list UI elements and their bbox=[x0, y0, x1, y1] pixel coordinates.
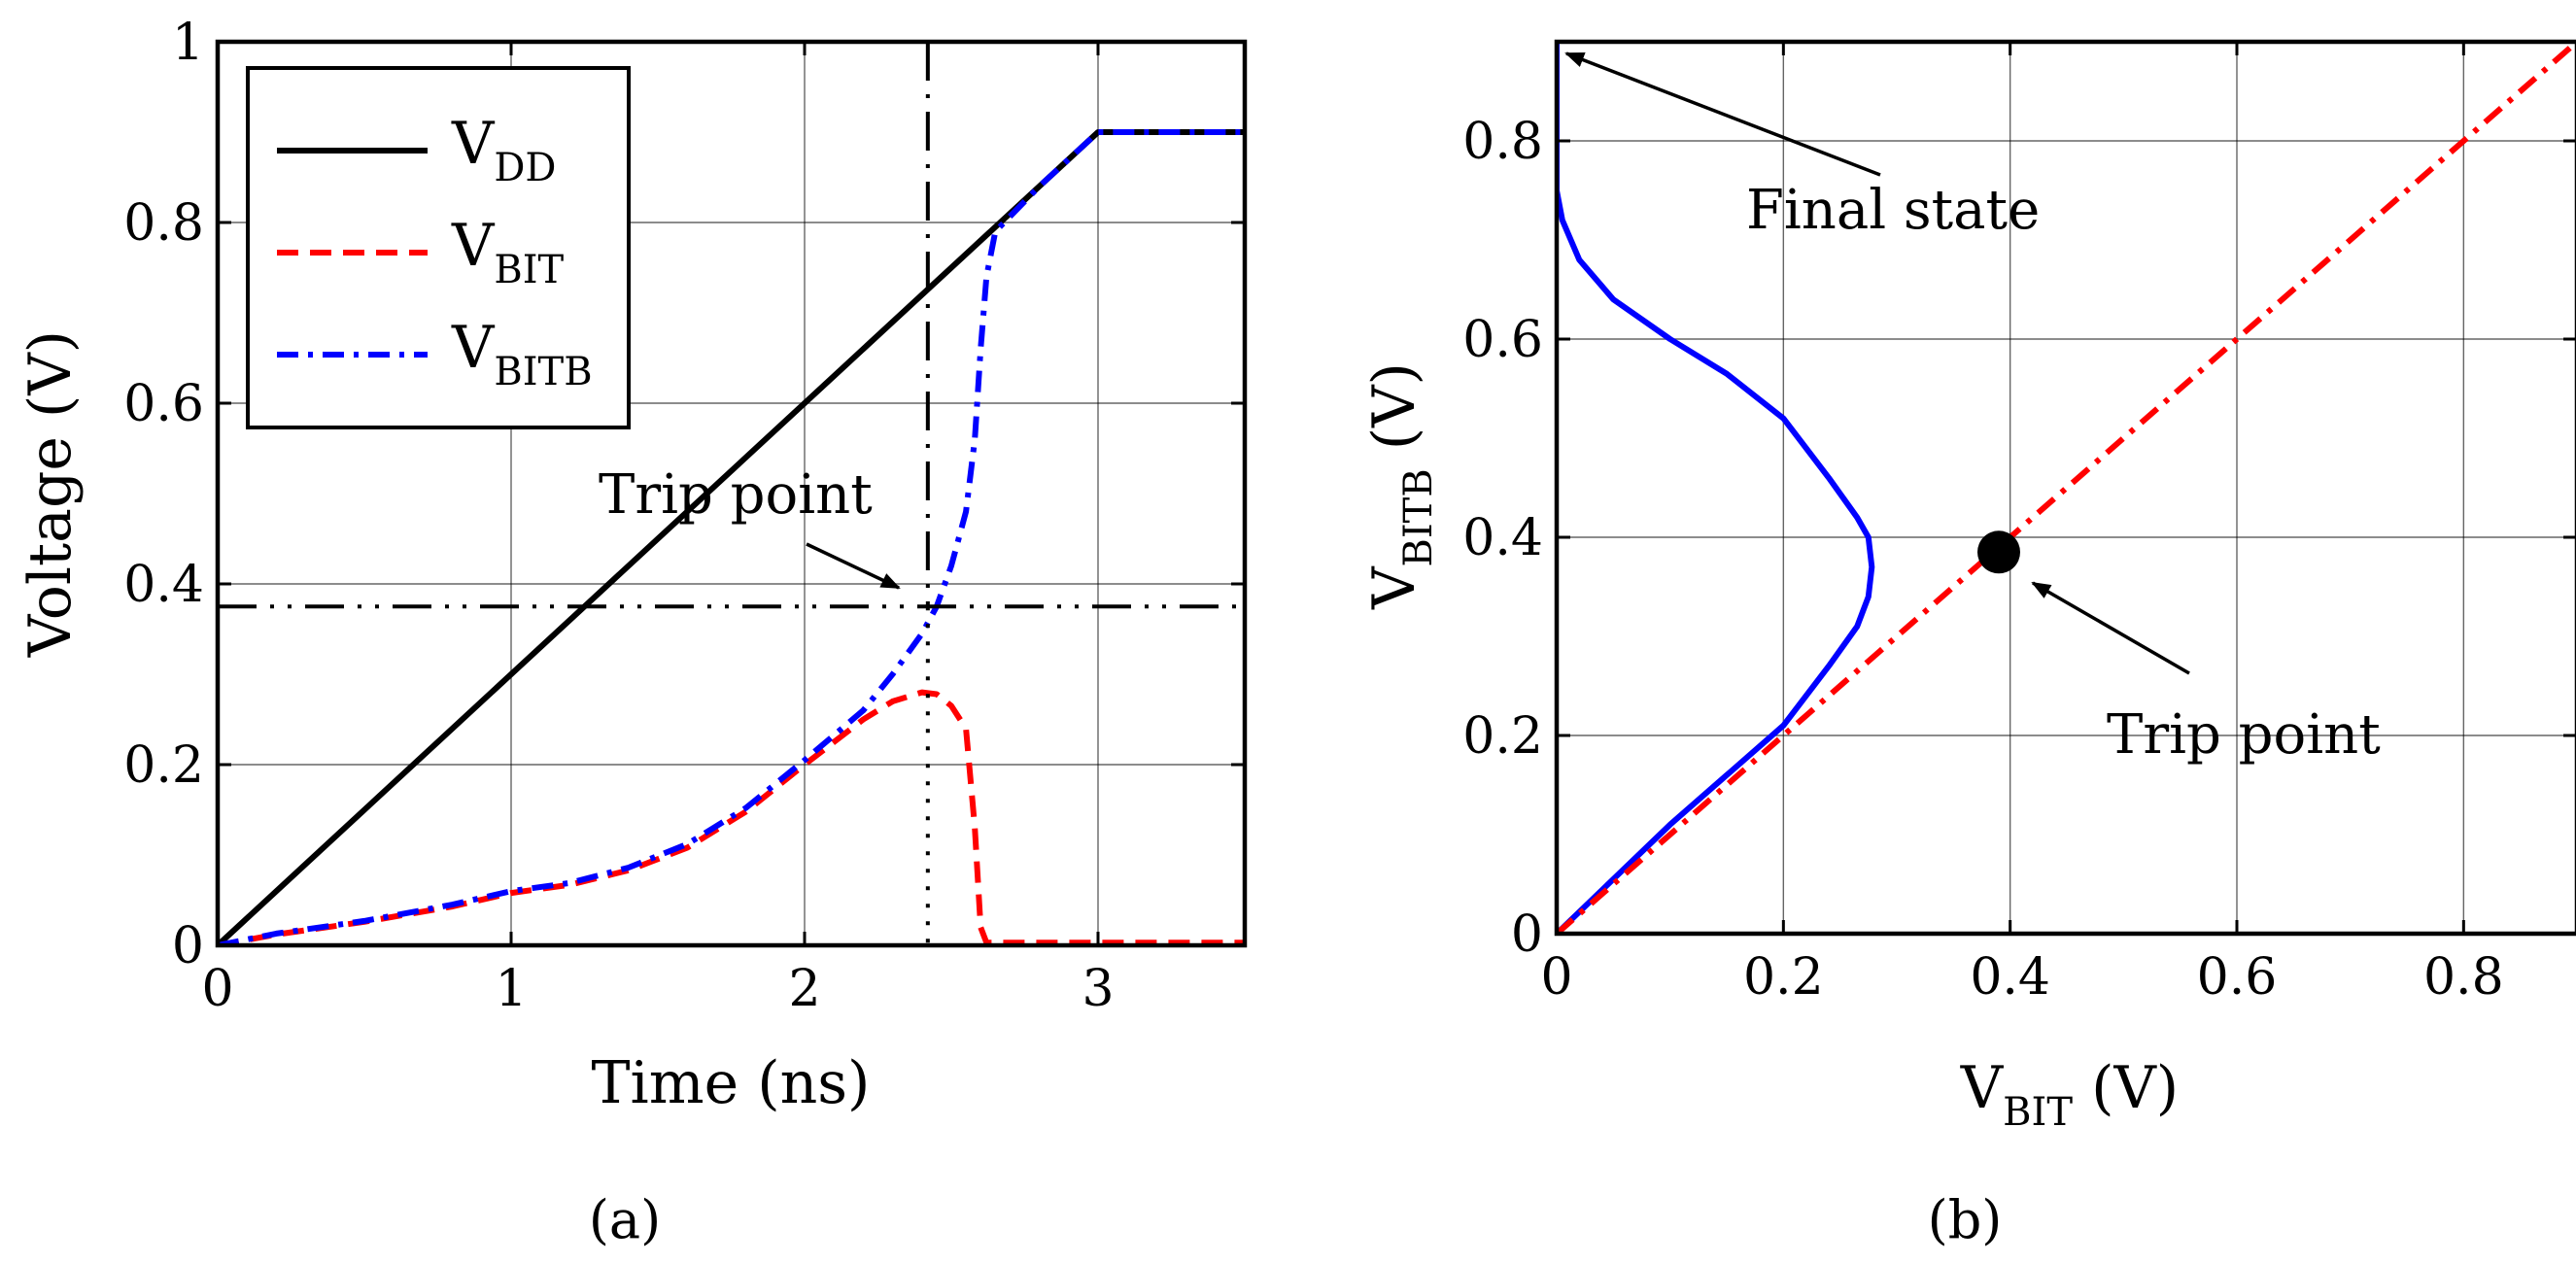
panel-b-x-tick-label: 0 bbox=[1540, 948, 1572, 1007]
panel-b-final-state-arrow bbox=[1564, 51, 1881, 177]
panel-b-y-tick-label: 0.2 bbox=[1462, 707, 1543, 766]
panel-a-axes-frame bbox=[215, 39, 1248, 948]
legend-label-vbitb: VBITB bbox=[451, 314, 593, 394]
panel-a-y-tick-label: 0.8 bbox=[123, 194, 204, 253]
panel-b-x-tick-label: 0.4 bbox=[1970, 948, 2050, 1007]
panel-b-x-tick-label: 0.8 bbox=[2423, 948, 2504, 1007]
panel-a-y-tick-label: 0.2 bbox=[123, 736, 204, 795]
panel-a-tick-labels: 0 1 2 3 0 0.2 0.4 0.6 0.8 1 bbox=[123, 14, 1245, 1018]
panel-a-caption: (a) bbox=[589, 1189, 661, 1250]
legend: VDD VBIT VBITB bbox=[246, 66, 631, 429]
panel-b-y-tick-label: 0 bbox=[1511, 905, 1543, 964]
panel-b-final-state-label: Final state bbox=[1746, 179, 2040, 242]
panel-b-trip-point-label: Trip point bbox=[2107, 703, 2381, 767]
panel-a-reference-lines bbox=[218, 42, 1245, 945]
panel-b-axes-frame bbox=[1554, 39, 2576, 937]
panel-b-trip-point-arrow bbox=[2031, 581, 2190, 675]
panel-b-grid bbox=[1557, 42, 2576, 934]
panel-a-y-tick-label: 0 bbox=[172, 917, 204, 975]
panel-a-x-tick-label: 1 bbox=[495, 960, 527, 1018]
panel-b-series bbox=[1557, 42, 2576, 934]
panel-b-y-tick-label: 0.6 bbox=[1462, 311, 1543, 369]
legend-label-vdd: VDD bbox=[451, 110, 556, 190]
panel-b-caption: (b) bbox=[1928, 1189, 2003, 1250]
legend-box bbox=[246, 66, 631, 429]
panel-b-trip-point-marker bbox=[1977, 530, 2020, 574]
panel-b-x-axis-label: VBIT (V) bbox=[1960, 1054, 2179, 1135]
panel-a-trip-point-label: Trip point bbox=[599, 463, 873, 527]
panel-a-x-axis-label: Time (ns) bbox=[592, 1049, 871, 1117]
panel-b-y-axis-label: VBITB (V) bbox=[1360, 362, 1441, 610]
panel-b-y-tick-label: 0.8 bbox=[1462, 113, 1543, 171]
panel-a-y-tick-label: 0.6 bbox=[123, 375, 204, 433]
panel-a-series bbox=[218, 129, 1245, 945]
panel-b-markers bbox=[1977, 530, 2020, 574]
legend-label-vbit: VBIT bbox=[451, 212, 565, 292]
panel-b: 0 0.2 0.4 0.6 0.8 0 0.2 0.4 0.6 0.8 Final state T… bbox=[1360, 39, 2576, 1250]
panel-a-series-v-dd bbox=[218, 129, 1245, 945]
panel-b-tick-labels: 0 0.2 0.4 0.6 0.8 0 0.2 0.4 0.6 0.8 bbox=[1462, 42, 2576, 1007]
panel-a-y-axis-label: Voltage (V) bbox=[17, 330, 85, 658]
panel-a-trip-point-arrow bbox=[806, 542, 901, 590]
panel-b-x-tick-label: 0.2 bbox=[1743, 948, 1824, 1007]
panel-a-x-tick-label: 2 bbox=[788, 960, 820, 1018]
panel-b-y-tick-label: 0.4 bbox=[1462, 509, 1543, 567]
panel-a-y-tick-label: 1 bbox=[172, 14, 204, 72]
panel-a-series-v-bitb bbox=[218, 129, 1245, 945]
panel-b-series-diagonal bbox=[1557, 42, 2576, 934]
panel-b-x-tick-label: 0.6 bbox=[2197, 948, 2278, 1007]
panel-b-series-butterfly bbox=[1557, 42, 1875, 934]
panel-a-x-tick-label: 3 bbox=[1082, 960, 1114, 1018]
panel-a: 0 1 2 3 0 0.2 0.4 0.6 0.8 1 VDD VBIT VBITB Trip p… bbox=[17, 14, 1248, 1250]
panel-a-y-tick-label: 0.4 bbox=[123, 556, 204, 614]
panel-a-x-tick-label: 0 bbox=[201, 960, 233, 1018]
panel-a-series-v-bit bbox=[218, 689, 1245, 945]
